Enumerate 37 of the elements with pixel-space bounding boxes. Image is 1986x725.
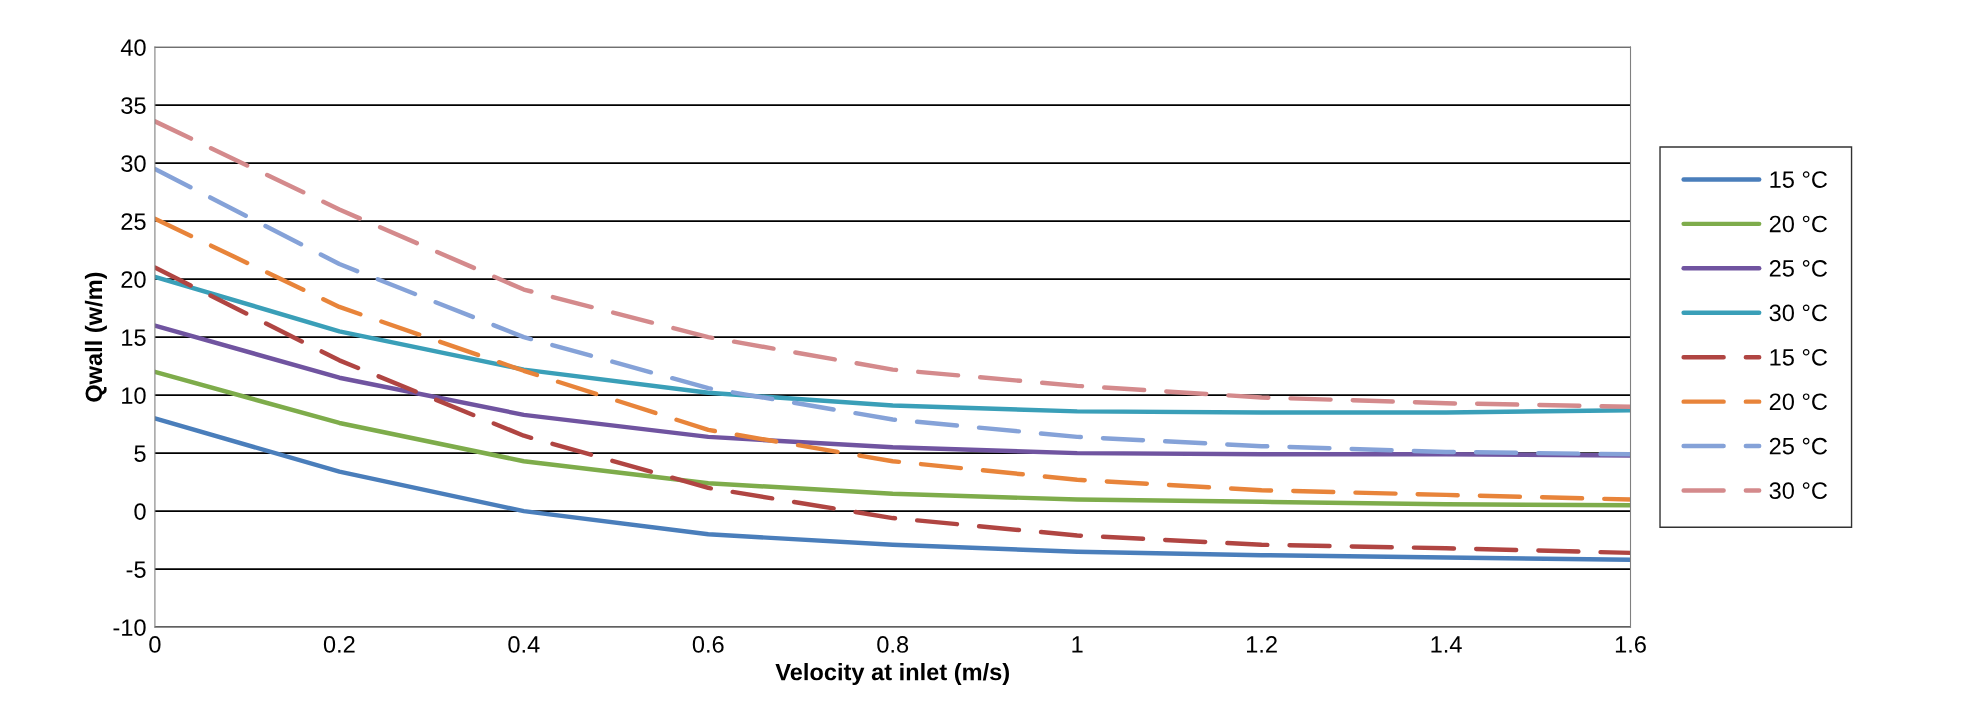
y-tick-label: 5: [134, 445, 146, 462]
y-tick-label: 25: [121, 213, 146, 230]
y-tick-label: -5: [126, 561, 146, 578]
y-tick-label: 0: [134, 503, 146, 520]
legend-label: 15 °C: [1770, 171, 1828, 188]
x-tick-label: 0.6: [692, 636, 724, 653]
x-tick-label: 1: [1072, 636, 1083, 653]
legend-label: 25 °C: [1769, 260, 1828, 277]
line-series: [154, 416, 1631, 563]
line-series: [154, 119, 1631, 409]
line-series: [154, 265, 1631, 556]
y-tick-label: 30: [121, 155, 146, 172]
y-tick-label: 10: [122, 387, 146, 404]
x-tick-label: 1.6: [1615, 636, 1646, 653]
y-tick-label: 35: [121, 97, 146, 114]
legend-label: 25 °C: [1769, 437, 1828, 455]
y-tick-label: -10: [113, 619, 146, 636]
x-tick-label: 1.2: [1247, 636, 1277, 653]
legend-label: 15 °C: [1770, 348, 1828, 366]
legend-label: 30 °C: [1769, 482, 1828, 500]
x-tick-label: 0.2: [323, 636, 355, 653]
legend-label: 20 °C: [1769, 215, 1828, 233]
x-tick-label: 0.4: [508, 636, 540, 653]
line-series: [154, 216, 1631, 502]
legend-label: 20 °C: [1769, 393, 1828, 411]
y-tick-label: 40: [120, 39, 146, 56]
line-series: [154, 369, 1631, 508]
line-series: [154, 166, 1631, 457]
legend-label: 30 °C: [1769, 304, 1828, 322]
line-series: [154, 274, 1631, 415]
x-tick-label: 1.4: [1431, 636, 1462, 653]
x-tick-label: 0.8: [877, 636, 909, 653]
y-tick-label: 20: [121, 271, 146, 288]
x-tick-label: 0: [149, 636, 161, 653]
y-tick-label: 15: [122, 329, 146, 346]
x-axis-title: Velocity at inlet (m/s): [775, 663, 1009, 686]
y-axis-title: Qwall (w/m): [84, 272, 107, 402]
